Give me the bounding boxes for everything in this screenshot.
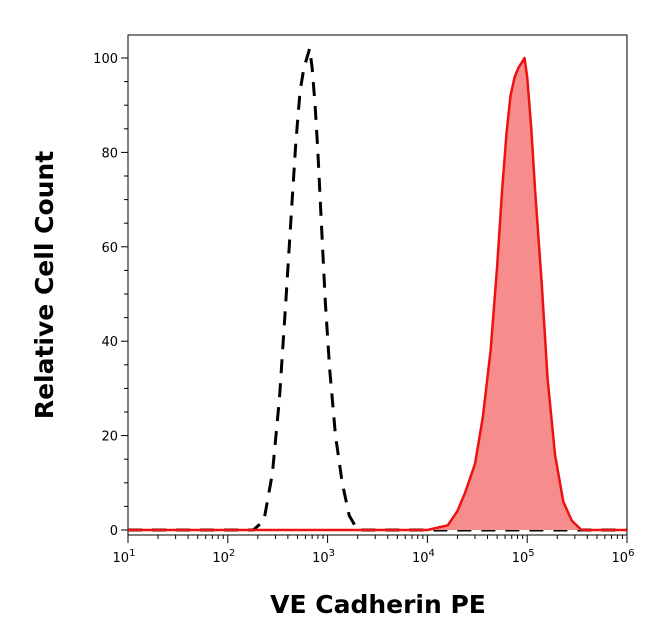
y-tick-label: 100 (93, 52, 118, 67)
y-tick-label: 40 (101, 335, 118, 350)
x-tick-label: 101 (113, 548, 136, 566)
series-1-area (128, 58, 627, 530)
plot-frame (127, 34, 628, 536)
y-tick-label: 80 (101, 146, 118, 161)
y-tick-label: 20 (101, 430, 118, 445)
x-tick-label: 105 (512, 548, 535, 566)
x-tick-label: 103 (312, 548, 335, 566)
x-tick-label: 106 (612, 548, 635, 566)
x-axis-ticks: 101 102 103 104 105 106 (113, 535, 635, 566)
y-tick-label: 0 (110, 524, 118, 539)
y-tick-label: 60 (101, 241, 118, 256)
x-axis-title: VE Cadherin PE (270, 590, 486, 619)
y-axis-title: Relative Cell Count (30, 151, 59, 419)
x-tick-label: 104 (412, 548, 435, 566)
x-tick-label: 102 (212, 548, 235, 566)
series-layer (128, 47, 627, 532)
series-1-line (128, 56, 627, 532)
y-axis-ticks: 0 20 40 60 80 100 (93, 52, 128, 539)
plot-area: 0 20 40 60 80 100 101 102 103 104 105 106 (93, 34, 635, 566)
